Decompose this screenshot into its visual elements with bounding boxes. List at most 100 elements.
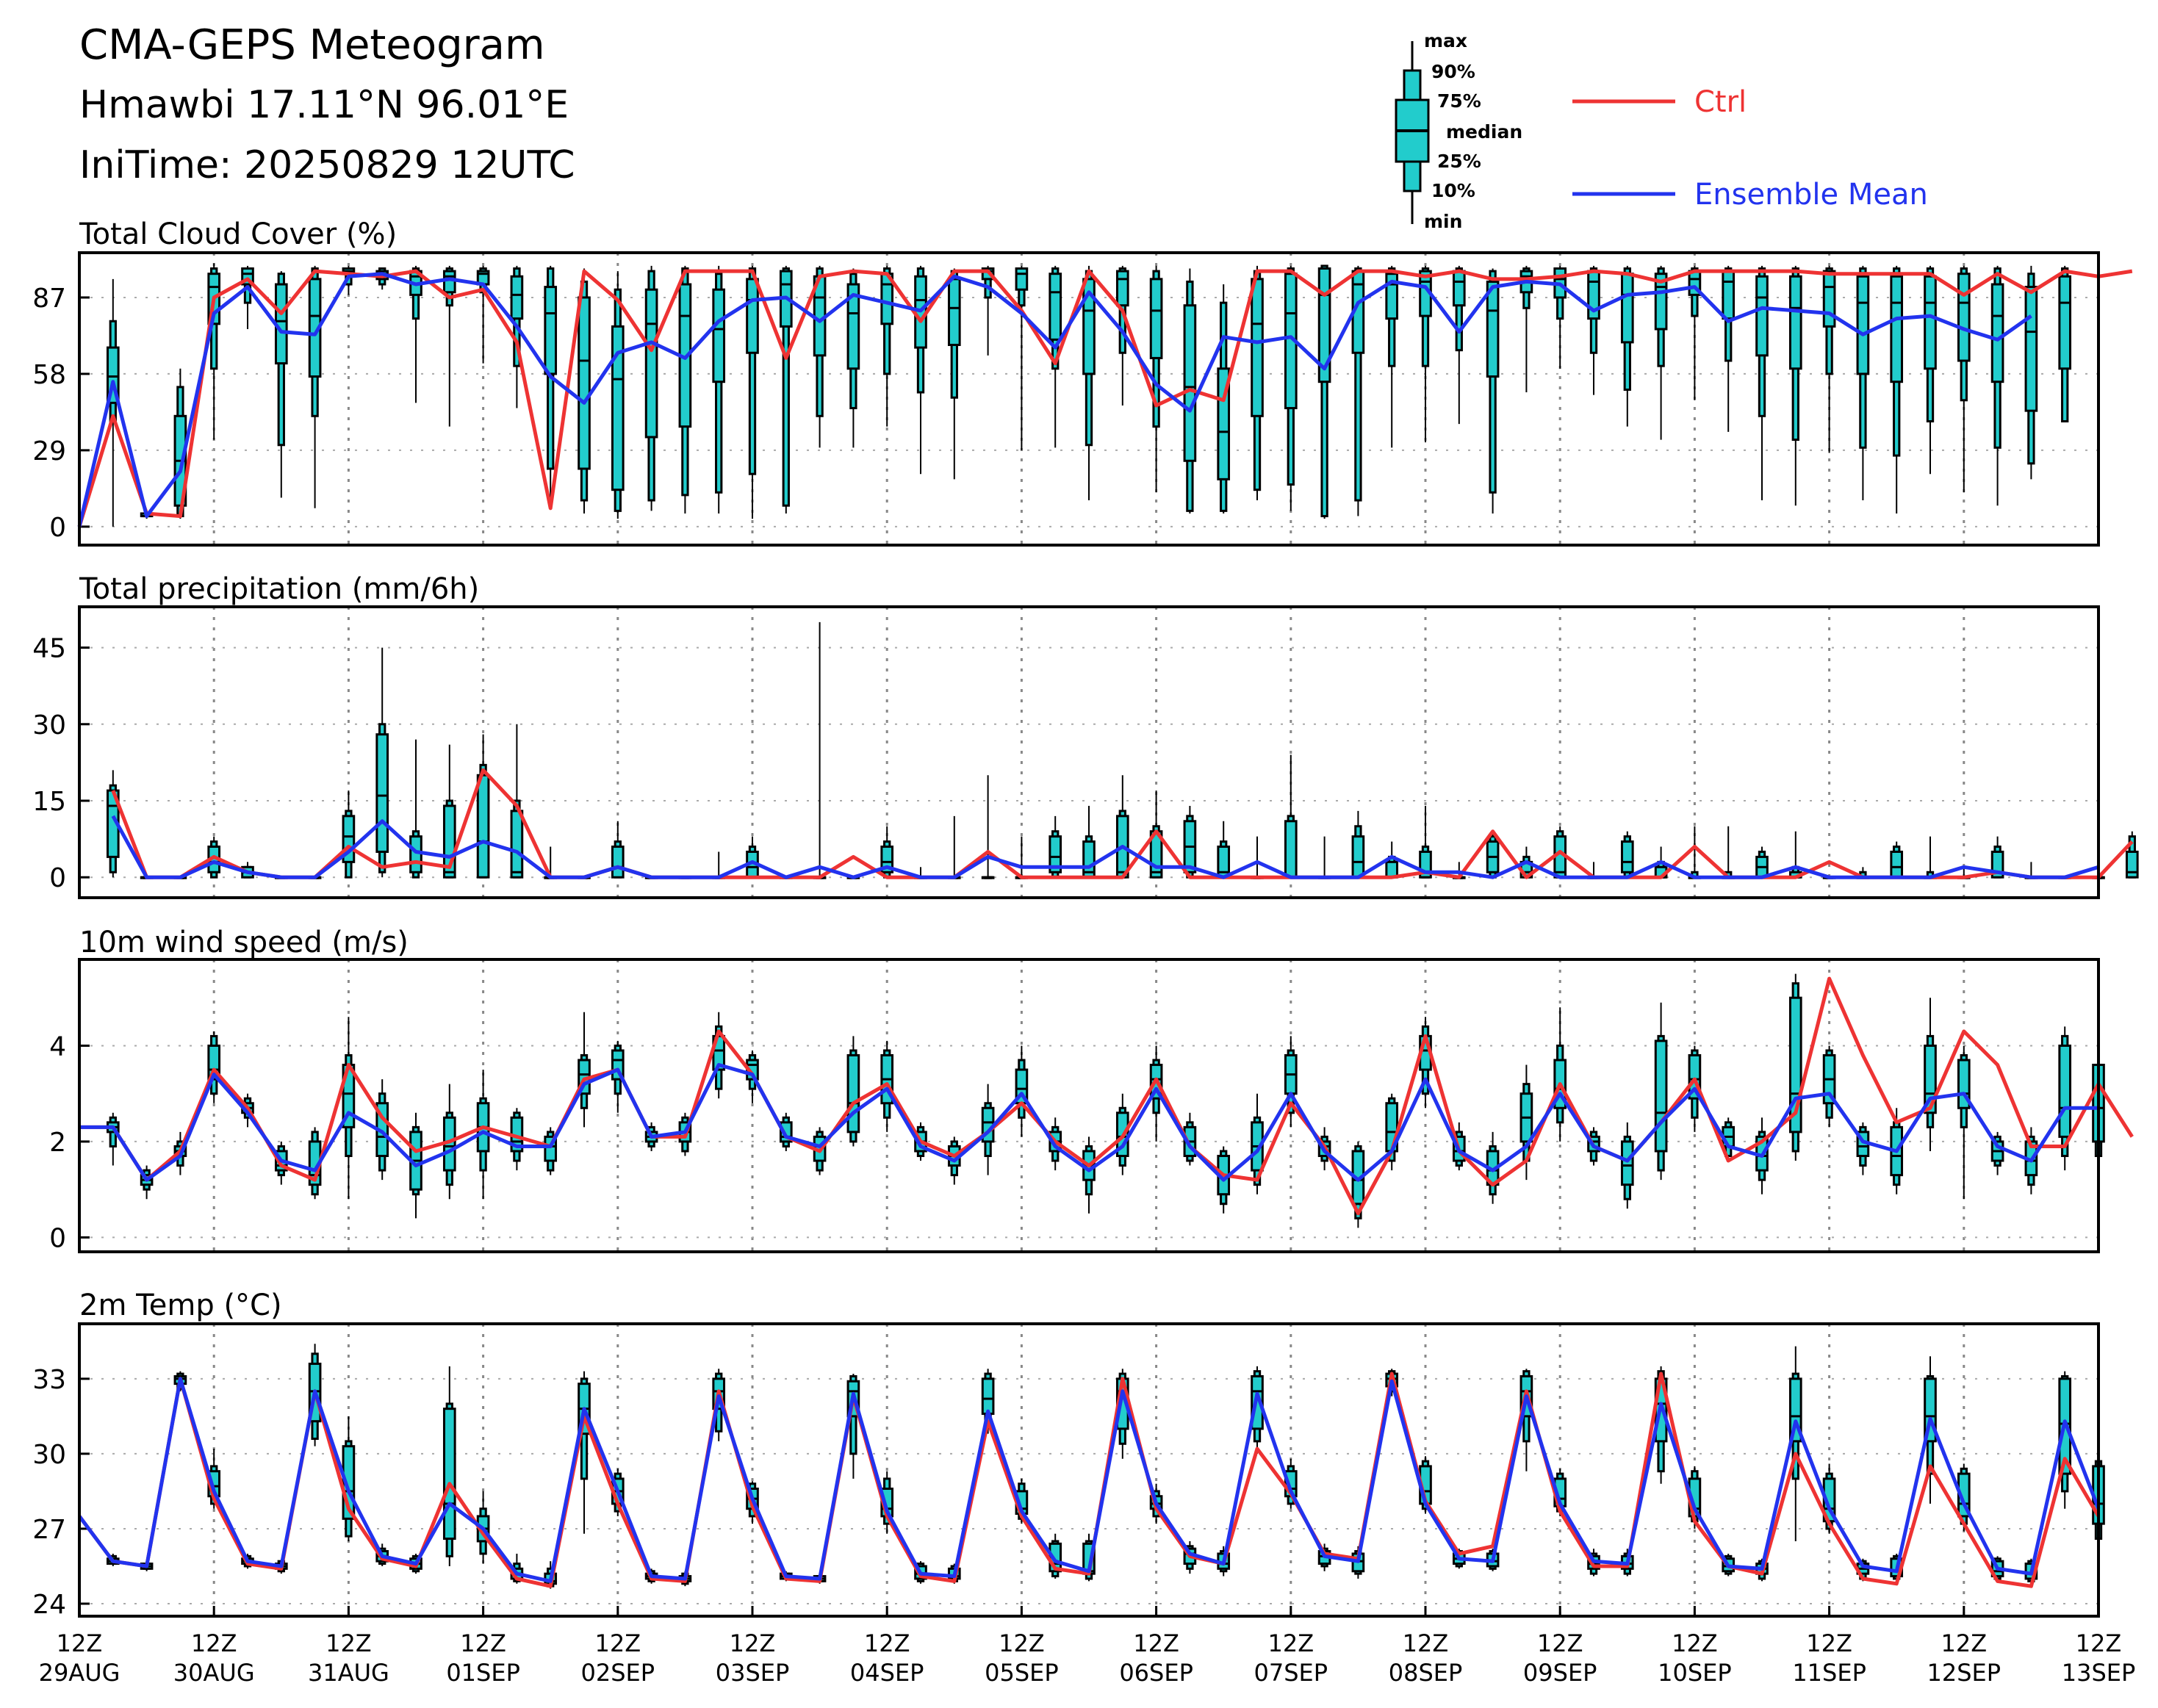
box-p25-p75	[1957, 273, 1971, 362]
box-19	[746, 836, 759, 879]
box-39	[1419, 265, 1432, 443]
x-tick-label-hour: 12Z	[999, 1629, 1045, 1657]
box-57	[2024, 265, 2038, 480]
panel-0: 0 29 58 87	[32, 251, 2133, 547]
box-49	[1755, 265, 1769, 501]
box-26	[981, 265, 995, 356]
box-p25-p75	[846, 1053, 860, 1134]
box-p10-p90	[715, 273, 723, 494]
box-p10-p90	[1489, 270, 1497, 494]
box-21	[813, 621, 827, 879]
box-p25-p75	[442, 270, 456, 294]
legend-label-p90: 90%	[1431, 61, 1475, 82]
legend-ctrl-label: Ctrl	[1694, 85, 1747, 119]
box-31	[1149, 265, 1163, 493]
box-4	[241, 265, 254, 329]
box-8	[375, 267, 389, 290]
box-26	[981, 775, 995, 879]
box-27	[1015, 836, 1029, 879]
box-p25-p75	[578, 296, 591, 470]
y-tick-label: 15	[32, 787, 66, 817]
box-6	[308, 265, 322, 508]
panel-3: 24 27 30 33	[32, 1322, 2105, 1620]
ctrl-line	[79, 976, 2134, 1216]
box-p25-p75	[1890, 275, 1904, 383]
x-tick-label-hour: 12Z	[1537, 1629, 1583, 1657]
box-33	[1217, 821, 1231, 879]
box-9	[409, 265, 422, 403]
x-tick-label-hour: 12Z	[2076, 1629, 2122, 1657]
box-p25-p75	[1620, 273, 1634, 344]
box-p25-p75	[2024, 286, 2038, 412]
y-tick-label: 2	[49, 1128, 66, 1158]
y-tick-label: 30	[32, 710, 66, 741]
box-p25-p75	[510, 810, 524, 879]
box-p25-p75	[409, 835, 422, 873]
legend-mean-label: Ensemble Mean	[1694, 178, 1928, 212]
box-1	[140, 1165, 154, 1200]
box-p10-p90	[748, 267, 757, 475]
box-p25-p75	[1924, 1044, 1937, 1114]
legend-label-p25: 25%	[1437, 151, 1481, 172]
x-tick-label-date: 08SEP	[1389, 1659, 1463, 1687]
box-p25-p75	[1251, 278, 1264, 417]
box-3	[207, 1031, 221, 1103]
panel-title-wind: 10m wind speed (m/s)	[79, 926, 409, 959]
box-29	[1082, 1136, 1096, 1214]
box-12	[510, 265, 524, 408]
box-18	[712, 1012, 726, 1099]
ensemble-mean-line	[77, 272, 2032, 527]
box-36	[1317, 264, 1331, 519]
box-p25-p75	[1317, 267, 1331, 383]
box-39	[1419, 1017, 1432, 1109]
box-56	[1990, 265, 2004, 506]
y-tick-label: 30	[32, 1440, 66, 1470]
box-14	[578, 1371, 591, 1534]
ensemble-mean-line	[77, 1377, 2101, 1583]
box-p25-p75	[1654, 1039, 1668, 1153]
box-35	[1284, 754, 1298, 879]
y-tick-label: 45	[32, 634, 66, 664]
box-22	[846, 1036, 860, 1147]
x-tick-label-hour: 12Z	[1806, 1629, 1852, 1657]
box-39	[1419, 805, 1432, 879]
box-52	[1856, 1122, 1870, 1175]
x-axis: 12Z29AUG12Z30AUG12Z31AUG12Z01SEP12Z02SEP…	[39, 1606, 2135, 1687]
x-tick-label-date: 11SEP	[1792, 1659, 1866, 1687]
box-35	[1284, 265, 1298, 511]
box-17	[678, 265, 692, 514]
legend-box-outer-upper	[1403, 69, 1422, 101]
box-p10-p90	[1421, 267, 1430, 367]
box-44	[1587, 265, 1600, 395]
x-tick-label-date: 12SEP	[1927, 1659, 2001, 1687]
box-p25-p75	[1890, 850, 1904, 879]
box-p25-p75	[1486, 280, 1500, 378]
x-tick-label-date: 29AUG	[39, 1659, 121, 1687]
x-tick-label-date: 03SEP	[716, 1659, 790, 1687]
x-tick-label-hour: 12Z	[191, 1629, 237, 1657]
box-p25-p75	[712, 288, 726, 383]
box-p25-p75	[880, 846, 894, 873]
boxplot-legend: max 90% 75% median 25% 10% min	[1395, 30, 1522, 232]
panel-2: 0 2 4	[49, 958, 2134, 1253]
box-16	[644, 265, 658, 511]
panel-1: 0 15 30 45	[32, 605, 2139, 899]
box-7	[342, 790, 356, 879]
box-58	[2058, 265, 2072, 422]
box-p25-p75	[1049, 835, 1062, 873]
x-tick-label-hour: 12Z	[864, 1629, 910, 1657]
box-23	[880, 265, 894, 427]
panel-title-precip: Total precipitation (mm/6h)	[79, 572, 479, 606]
box-46	[1654, 265, 1668, 440]
chart-title: CMA-GEPS Meteogram	[79, 21, 545, 69]
box-28	[1049, 265, 1062, 448]
y-tick-label: 33	[32, 1365, 66, 1395]
x-tick-label-hour: 12Z	[1133, 1629, 1179, 1657]
y-tick-label: 27	[32, 1515, 66, 1545]
box-10	[442, 265, 456, 427]
ctrl-line	[77, 1372, 2101, 1588]
y-tick-label: 87	[32, 284, 66, 314]
box-55	[1957, 265, 1971, 493]
box-35	[1284, 1036, 1298, 1128]
box-13	[544, 1127, 558, 1175]
